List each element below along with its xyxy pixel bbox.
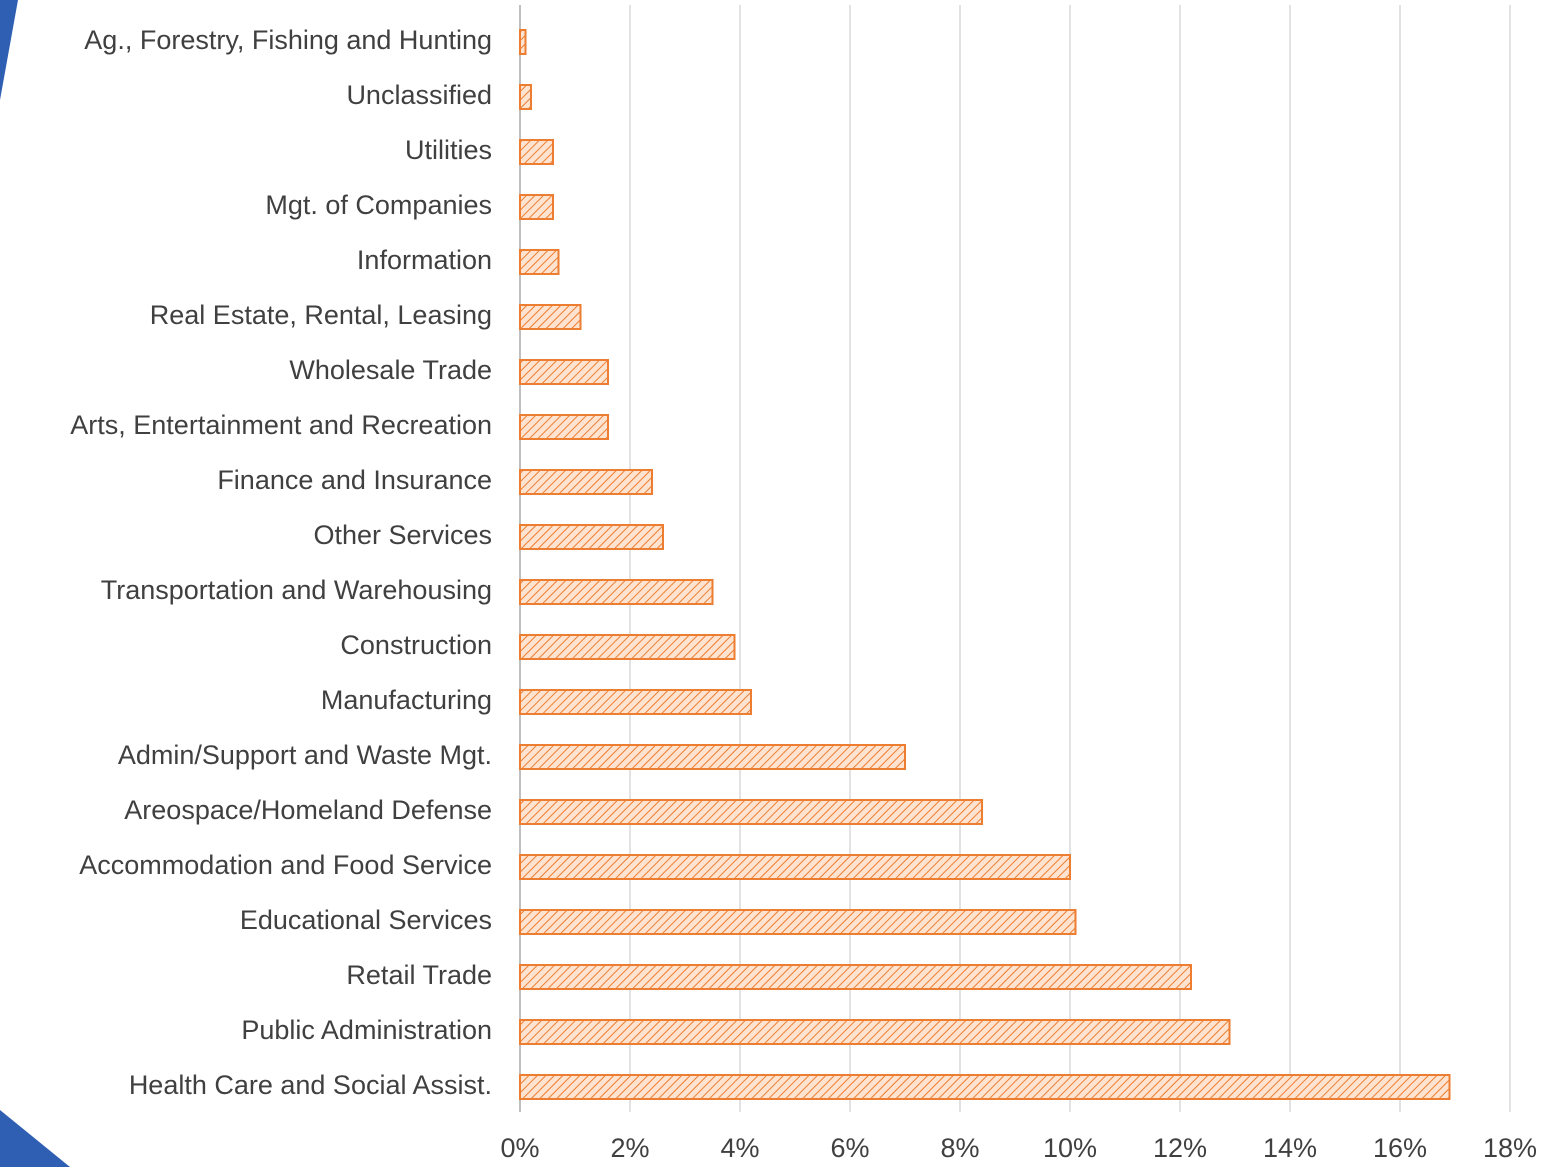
x-tick-label: 2%: [610, 1133, 649, 1163]
bar: [519, 909, 1077, 935]
y-tick-label: Manufacturing: [321, 685, 492, 715]
x-tick-label: 0%: [500, 1133, 539, 1163]
y-tick-label: Health Care and Social Assist.: [129, 1070, 492, 1100]
x-tick-label: 12%: [1153, 1133, 1207, 1163]
bar: [519, 744, 906, 770]
y-tick-label: Admin/Support and Waste Mgt.: [118, 740, 492, 770]
y-tick-label: Finance and Insurance: [217, 465, 492, 495]
bar: [519, 799, 983, 825]
x-tick-label: 6%: [830, 1133, 869, 1163]
bar: [519, 194, 554, 220]
y-tick-label: Utilities: [405, 135, 492, 165]
y-tick-label: Other Services: [313, 520, 492, 550]
y-tick-label: Areospace/Homeland Defense: [124, 795, 492, 825]
bar: [519, 249, 560, 275]
y-tick-label: Public Administration: [241, 1015, 492, 1045]
decoration: [0, 0, 18, 100]
y-tick-label: Retail Trade: [346, 960, 492, 990]
y-tick-label: Transportation and Warehousing: [101, 575, 492, 605]
x-tick-label: 4%: [720, 1133, 759, 1163]
bar: [519, 29, 527, 55]
bar: [519, 524, 664, 550]
bar: [519, 1019, 1231, 1045]
y-tick-label: Mgt. of Companies: [265, 190, 492, 220]
bar: [519, 139, 554, 165]
y-tick-label: Unclassified: [346, 80, 492, 110]
y-tick-label: Construction: [340, 630, 492, 660]
bar: [519, 854, 1071, 880]
bar: [519, 579, 714, 605]
bar: [519, 469, 653, 495]
x-tick-label: 8%: [940, 1133, 979, 1163]
bar: [519, 304, 582, 330]
y-tick-label: Accommodation and Food Service: [79, 850, 492, 880]
bar: [519, 1074, 1451, 1100]
y-tick-label: Educational Services: [240, 905, 492, 935]
decoration: [0, 1110, 70, 1167]
bar: [519, 359, 609, 385]
x-tick-label: 18%: [1483, 1133, 1537, 1163]
bar: [519, 689, 752, 715]
bar: [519, 634, 736, 660]
y-tick-label: Real Estate, Rental, Leasing: [150, 300, 492, 330]
y-tick-label: Wholesale Trade: [289, 355, 492, 385]
x-tick-label: 10%: [1043, 1133, 1097, 1163]
y-tick-label: Information: [357, 245, 492, 275]
bar: [519, 414, 609, 440]
y-tick-label: Ag., Forestry, Fishing and Hunting: [84, 25, 492, 55]
bar: [519, 84, 532, 110]
bar: [519, 964, 1192, 990]
x-tick-label: 14%: [1263, 1133, 1317, 1163]
x-tick-label: 16%: [1373, 1133, 1427, 1163]
y-tick-label: Arts, Entertainment and Recreation: [70, 410, 492, 440]
